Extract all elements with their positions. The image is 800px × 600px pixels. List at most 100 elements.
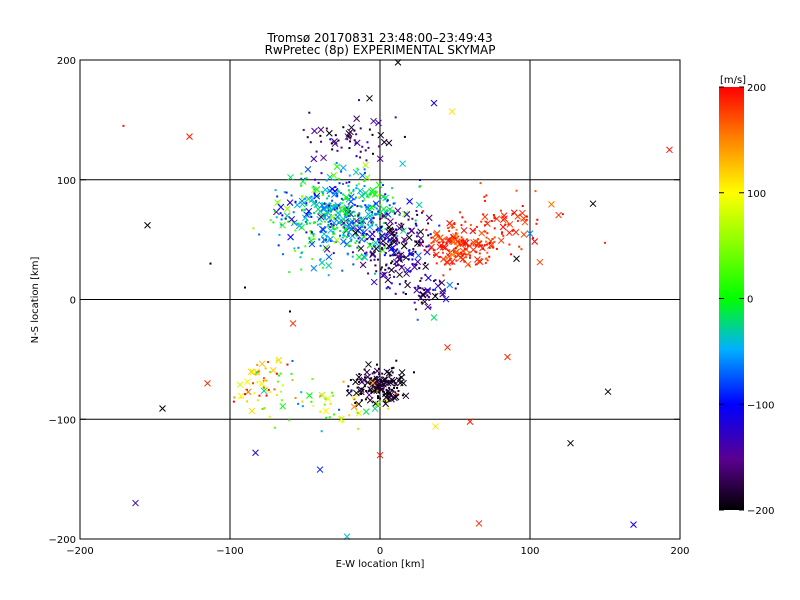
data-point-dot (331, 225, 334, 228)
data-point-dot (429, 306, 432, 309)
data-point-cross (407, 250, 415, 257)
data-point-cross (589, 200, 597, 208)
data-point-dot (380, 378, 383, 381)
data-point-dot (460, 236, 463, 239)
data-point-cross (536, 258, 544, 266)
data-point-dot (370, 238, 373, 241)
data-point-dot (442, 241, 445, 244)
data-point-dot (403, 135, 406, 138)
data-point-dot (310, 231, 313, 234)
data-point-dot (322, 193, 325, 196)
data-point-dot (319, 258, 322, 261)
data-point-dot (387, 240, 390, 243)
data-point-dot (395, 359, 398, 362)
data-point-dot (277, 244, 280, 247)
data-point-dot (351, 255, 354, 258)
data-point-dot (291, 359, 294, 362)
data-point-dot (283, 191, 286, 194)
data-point-cross (386, 206, 394, 213)
data-point-dot (302, 128, 305, 131)
data-point-cross (343, 194, 350, 201)
data-point-dot (507, 223, 510, 226)
data-point-dot (354, 401, 357, 404)
data-point-dot (392, 231, 395, 234)
data-point-dot (327, 220, 330, 223)
data-point-dot (328, 189, 331, 192)
data-point-cross (287, 174, 294, 181)
data-point-dot (345, 236, 348, 239)
data-point-dot (320, 430, 323, 433)
data-point-dot (430, 242, 433, 245)
data-point-dot (312, 185, 315, 188)
data-point-cross (424, 288, 432, 295)
data-point-dot (374, 202, 377, 205)
data-point-dot (244, 286, 246, 289)
data-point-dot (417, 285, 420, 288)
data-point-dot (360, 392, 363, 395)
data-point-dot (409, 228, 412, 231)
data-point-dot (367, 204, 370, 207)
data-point-dot (280, 218, 283, 221)
data-point-dot (355, 187, 358, 190)
data-point-dot (375, 228, 378, 231)
data-point-dot (343, 234, 346, 237)
data-point-cross (355, 409, 363, 417)
data-point-dot (388, 287, 391, 290)
data-point-dot (414, 222, 417, 225)
data-point-dot (377, 193, 380, 196)
data-point-cross (359, 261, 367, 269)
data-point-cross (436, 243, 444, 251)
data-point-dot (380, 228, 383, 231)
data-point-dot (430, 236, 433, 239)
data-point-cross (204, 379, 211, 387)
data-point-dot (466, 238, 469, 241)
data-point-dot (363, 185, 366, 188)
data-point-dot (377, 246, 380, 249)
data-point-dot (322, 240, 325, 243)
data-point-dot (342, 233, 345, 236)
data-point-dot (279, 212, 282, 215)
data-point-dot (426, 294, 429, 297)
data-point-dot (360, 387, 363, 390)
data-point-dot (311, 378, 314, 381)
data-point-cross (293, 201, 301, 209)
data-point-dot (375, 387, 378, 390)
data-point-dot (534, 190, 537, 193)
data-point-dot (269, 391, 272, 394)
data-point-dot (400, 222, 403, 225)
data-point-dot (347, 385, 350, 388)
data-point-dot (343, 224, 346, 227)
data-point-dot (469, 244, 472, 247)
data-point-cross (325, 253, 333, 261)
data-point-dot (387, 407, 390, 410)
data-point-dot (366, 208, 369, 211)
data-point-cross (258, 360, 266, 368)
data-point-dot (382, 387, 385, 390)
data-point-dot (353, 129, 356, 132)
data-point-dot (325, 179, 328, 182)
data-point-dot (375, 213, 378, 216)
data-point-dot (412, 371, 415, 374)
data-point-dot (470, 242, 473, 245)
data-point-cross (379, 272, 387, 279)
data-point-dot (388, 386, 391, 389)
data-point-dot (358, 213, 361, 216)
data-point-cross (325, 262, 333, 269)
data-point-dot (243, 393, 246, 396)
data-point-dot (293, 247, 296, 250)
data-point-dot (369, 208, 372, 211)
data-point-cross (398, 264, 406, 271)
data-point-dot (454, 237, 457, 240)
data-point-dot (294, 200, 297, 203)
data-point-dot (364, 239, 367, 242)
data-point-dot (416, 318, 419, 321)
data-point-dot (300, 177, 303, 180)
data-point-dot (390, 247, 393, 250)
data-point-dot (332, 230, 335, 233)
data-point-cross (386, 229, 394, 237)
data-point-dot (387, 239, 390, 242)
data-point-dot (418, 244, 421, 247)
data-point-dot (385, 388, 388, 391)
data-point-dot (377, 258, 380, 261)
data-point-dot (398, 213, 401, 216)
